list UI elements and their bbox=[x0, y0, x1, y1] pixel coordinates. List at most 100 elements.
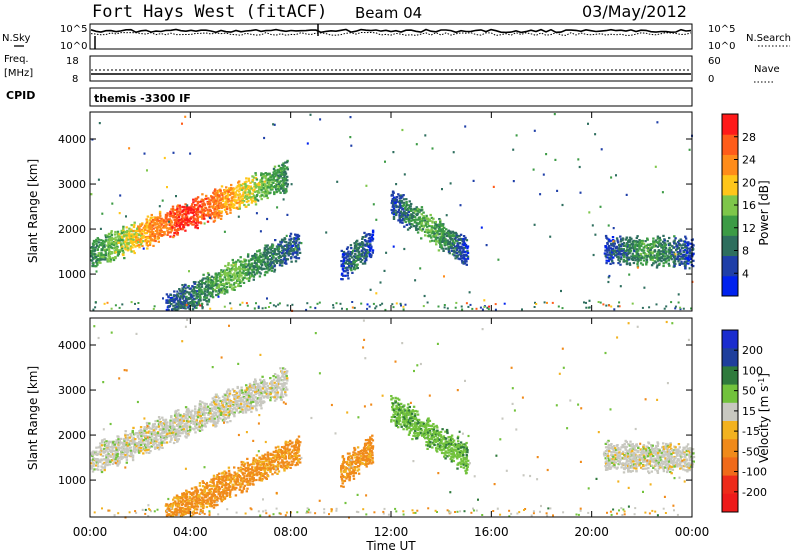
echo-cell bbox=[139, 231, 142, 235]
echo-cell bbox=[212, 200, 215, 203]
echo-cell bbox=[175, 216, 179, 219]
echo-cell bbox=[263, 267, 266, 270]
echo-cell bbox=[170, 438, 173, 441]
echo-cell bbox=[353, 242, 356, 245]
echo-cell bbox=[420, 219, 423, 222]
echo-cell bbox=[671, 251, 674, 254]
echo-cell bbox=[181, 432, 184, 435]
near-range-cell bbox=[94, 301, 97, 304]
echo-cell bbox=[196, 219, 199, 222]
echo-cell bbox=[607, 238, 611, 241]
echo-cell bbox=[266, 250, 270, 253]
echo-cell bbox=[254, 186, 258, 189]
echo-cell bbox=[463, 260, 467, 263]
echo-cell bbox=[120, 449, 123, 452]
echo-cell bbox=[107, 241, 110, 244]
echo-cell bbox=[457, 245, 460, 248]
echo-cell bbox=[164, 224, 168, 227]
echo-cell bbox=[259, 180, 262, 184]
near-range-cell bbox=[454, 306, 457, 309]
echo-cell bbox=[157, 416, 161, 419]
cpid-value: themis -3300 IF bbox=[94, 92, 191, 105]
echo-cell bbox=[215, 400, 218, 403]
echo-cell bbox=[287, 244, 291, 247]
echo-cell bbox=[209, 210, 212, 213]
echo-cell bbox=[217, 284, 220, 287]
echo-cell bbox=[393, 200, 396, 203]
echo-cell bbox=[139, 237, 143, 240]
echo-cell bbox=[685, 241, 688, 244]
echo-cell bbox=[278, 189, 281, 192]
echo-cell bbox=[460, 247, 463, 250]
echo-cell bbox=[287, 252, 290, 255]
echo-cell bbox=[204, 425, 207, 428]
echo-cell bbox=[650, 264, 654, 267]
echo-cell bbox=[227, 281, 231, 285]
echo-cell bbox=[398, 203, 402, 206]
echo-cell bbox=[466, 245, 470, 248]
echo-cell bbox=[129, 432, 132, 436]
echo-cell bbox=[117, 253, 120, 256]
echo-cell bbox=[352, 262, 356, 266]
echo-cell bbox=[346, 274, 349, 277]
echo-cell bbox=[367, 244, 370, 247]
echo-cell bbox=[222, 406, 226, 409]
echo-cell bbox=[408, 206, 411, 210]
echo-cell bbox=[688, 251, 692, 254]
echo-cell bbox=[283, 165, 286, 168]
echo-cell bbox=[687, 254, 690, 257]
echo-cell bbox=[224, 202, 227, 206]
echo-cell bbox=[103, 438, 106, 441]
echo-cell bbox=[286, 168, 289, 171]
echo-cell bbox=[237, 271, 240, 275]
echo-cell bbox=[106, 453, 109, 456]
echo-cell bbox=[238, 278, 241, 281]
near-range-cell bbox=[561, 307, 564, 310]
echo-cell bbox=[214, 284, 217, 287]
echo-cell bbox=[221, 198, 224, 201]
echo-cell bbox=[609, 258, 612, 261]
echo-cell bbox=[411, 208, 415, 211]
near-range-cell bbox=[94, 306, 97, 309]
echo-cell bbox=[108, 255, 111, 258]
echo-cell bbox=[630, 242, 633, 246]
echo-cell bbox=[225, 272, 228, 275]
near-range-cell bbox=[114, 304, 117, 307]
echo-cell bbox=[178, 289, 182, 292]
echo-cell bbox=[195, 419, 198, 422]
echo-cell bbox=[618, 251, 621, 254]
echo-cell bbox=[211, 205, 215, 208]
echo-cell bbox=[254, 173, 258, 177]
echo-cell bbox=[443, 233, 447, 236]
echo-cell bbox=[281, 170, 284, 173]
echo-cell bbox=[161, 424, 164, 427]
echo-cell bbox=[94, 246, 97, 249]
echo-cell bbox=[267, 263, 270, 266]
echo-cell bbox=[213, 414, 216, 417]
echo-cell bbox=[443, 230, 446, 233]
echo-cell bbox=[350, 252, 354, 255]
echo-cell bbox=[247, 253, 250, 256]
echo-cell bbox=[277, 182, 281, 186]
echo-cell bbox=[239, 271, 242, 274]
echo-cell bbox=[113, 461, 116, 464]
echo-cell bbox=[255, 256, 258, 259]
echo-cell bbox=[266, 258, 270, 261]
echo-cell bbox=[264, 389, 267, 392]
echo-cell bbox=[121, 237, 124, 240]
nsky-trace bbox=[90, 28, 692, 34]
echo-cell bbox=[213, 216, 217, 219]
echo-cell bbox=[258, 191, 261, 194]
echo-cell bbox=[137, 241, 140, 244]
echo-cell bbox=[103, 447, 106, 450]
echo-cell bbox=[194, 204, 197, 207]
speckle-cell bbox=[181, 122, 183, 125]
noise-tick-right-bottom: 10^0 bbox=[708, 41, 735, 52]
echo-cell bbox=[258, 258, 261, 261]
echo-cell bbox=[197, 281, 200, 284]
echo-cell bbox=[206, 291, 209, 294]
echo-cell bbox=[604, 234, 608, 238]
near-range-cell bbox=[494, 303, 497, 306]
near-range-cell bbox=[153, 305, 156, 308]
echo-cell bbox=[420, 229, 424, 232]
